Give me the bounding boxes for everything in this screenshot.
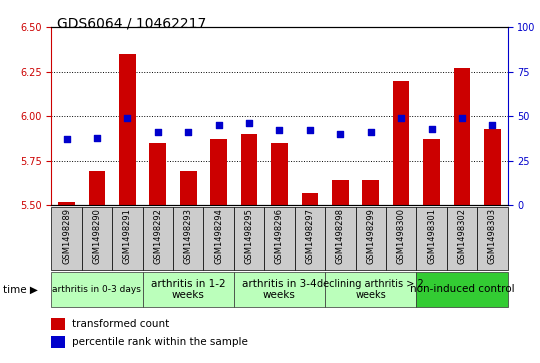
Text: GSM1498302: GSM1498302 <box>457 208 467 264</box>
Bar <box>112 207 143 270</box>
Bar <box>58 201 75 205</box>
Bar <box>82 207 112 270</box>
Bar <box>143 272 234 307</box>
Text: GSM1498301: GSM1498301 <box>427 208 436 264</box>
Point <box>457 115 466 121</box>
Bar <box>325 207 355 270</box>
Text: non-induced control: non-induced control <box>410 285 514 294</box>
Bar <box>51 207 82 270</box>
Text: time ▶: time ▶ <box>3 285 38 294</box>
Bar <box>204 207 234 270</box>
Point <box>153 129 162 135</box>
Text: GSM1498293: GSM1498293 <box>184 208 193 264</box>
Point <box>306 127 314 133</box>
Bar <box>51 336 65 348</box>
Point <box>336 131 345 137</box>
Bar <box>477 207 508 270</box>
Bar <box>241 134 258 205</box>
Text: arthritis in 3-4
weeks: arthritis in 3-4 weeks <box>242 279 317 300</box>
Bar <box>271 143 288 205</box>
Bar <box>51 272 143 307</box>
Bar <box>393 81 409 205</box>
Text: GSM1498298: GSM1498298 <box>336 208 345 264</box>
Bar <box>210 139 227 205</box>
Text: GSM1498303: GSM1498303 <box>488 208 497 264</box>
Text: GSM1498289: GSM1498289 <box>62 208 71 264</box>
Bar <box>119 54 136 205</box>
Bar <box>180 171 197 205</box>
Text: GSM1498299: GSM1498299 <box>366 208 375 264</box>
Bar <box>416 207 447 270</box>
Text: arthritis in 0-3 days: arthritis in 0-3 days <box>52 285 141 294</box>
Point <box>275 127 284 133</box>
Text: transformed count: transformed count <box>72 319 169 329</box>
Bar <box>362 180 379 205</box>
Bar <box>264 207 295 270</box>
Bar <box>447 207 477 270</box>
Bar <box>295 207 325 270</box>
Point <box>427 126 436 131</box>
Bar <box>454 68 470 205</box>
Text: GSM1498291: GSM1498291 <box>123 208 132 264</box>
Point <box>245 121 253 126</box>
Text: GSM1498295: GSM1498295 <box>245 208 254 264</box>
Text: GSM1498297: GSM1498297 <box>306 208 314 264</box>
Bar <box>325 272 416 307</box>
Point <box>62 136 71 142</box>
Text: GSM1498294: GSM1498294 <box>214 208 223 264</box>
Bar <box>301 193 318 205</box>
Text: declining arthritis > 2
weeks: declining arthritis > 2 weeks <box>318 279 424 300</box>
Text: arthritis in 1-2
weeks: arthritis in 1-2 weeks <box>151 279 226 300</box>
Bar <box>234 207 264 270</box>
Point <box>397 115 406 121</box>
Bar <box>332 180 349 205</box>
Point <box>366 129 375 135</box>
Bar <box>234 272 325 307</box>
Bar <box>51 318 65 330</box>
Bar <box>173 207 204 270</box>
Bar <box>423 139 440 205</box>
Text: GSM1498290: GSM1498290 <box>92 208 102 264</box>
Bar <box>143 207 173 270</box>
Text: GSM1498296: GSM1498296 <box>275 208 284 264</box>
Text: percentile rank within the sample: percentile rank within the sample <box>72 337 248 347</box>
Bar <box>150 143 166 205</box>
Bar <box>89 171 105 205</box>
Point <box>488 122 497 128</box>
Point <box>184 129 193 135</box>
Point <box>214 122 223 128</box>
Bar <box>484 129 501 205</box>
Point <box>93 135 102 140</box>
Text: GSM1498300: GSM1498300 <box>396 208 406 264</box>
Point <box>123 115 132 121</box>
Bar <box>355 207 386 270</box>
Text: GSM1498292: GSM1498292 <box>153 208 162 264</box>
Bar <box>416 272 508 307</box>
Text: GDS6064 / 10462217: GDS6064 / 10462217 <box>57 16 206 30</box>
Bar <box>386 207 416 270</box>
